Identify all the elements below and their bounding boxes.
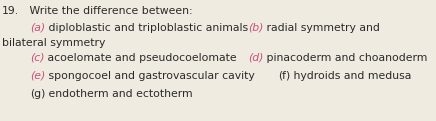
Text: (d): (d) [248, 53, 263, 63]
Text: Write the difference between:: Write the difference between: [19, 6, 193, 16]
Text: spongocoel and gastrovascular cavity: spongocoel and gastrovascular cavity [45, 71, 255, 81]
Text: bilateral symmetry: bilateral symmetry [2, 38, 106, 48]
Text: hydroids and medusa: hydroids and medusa [290, 71, 412, 81]
Text: pinacoderm and choanoderm: pinacoderm and choanoderm [263, 53, 428, 63]
Text: endotherm and ectotherm: endotherm and ectotherm [45, 89, 193, 99]
Text: radial symmetry and: radial symmetry and [263, 23, 380, 33]
Text: acoelomate and pseudocoelomate: acoelomate and pseudocoelomate [44, 53, 237, 63]
Text: diploblastic and triploblastic animals: diploblastic and triploblastic animals [45, 23, 248, 33]
Text: (b): (b) [248, 23, 263, 33]
Text: 19.: 19. [2, 6, 19, 16]
Text: (c): (c) [30, 53, 44, 63]
Text: (a): (a) [30, 23, 45, 33]
Text: (g): (g) [30, 89, 45, 99]
Text: (e): (e) [30, 71, 45, 81]
Text: (f): (f) [278, 71, 290, 81]
